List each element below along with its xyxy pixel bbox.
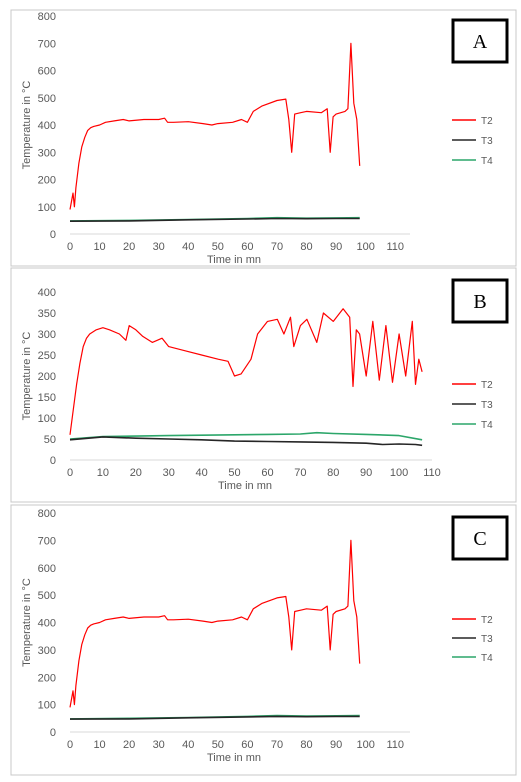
- x-tick-label: 90: [330, 739, 342, 751]
- x-tick-label: 60: [241, 241, 253, 253]
- x-tick-label: 80: [300, 739, 312, 751]
- y-tick-label: 100: [38, 700, 56, 712]
- y-tick-label: 400: [38, 120, 56, 132]
- y-tick-label: 700: [38, 38, 56, 50]
- y-axis-title: Temperature in °C: [21, 578, 33, 667]
- panel-letter-box: [451, 278, 509, 324]
- x-tick-label: 40: [182, 241, 194, 253]
- legend-label-t3: T3: [481, 400, 493, 411]
- y-tick-label: 0: [50, 455, 56, 467]
- x-tick-label: 20: [130, 467, 142, 479]
- chart-panel-c: 0 100 200 300 400 500 600 700 800 0 10 20 30 40 50 60 70…: [10, 504, 517, 776]
- panel-letter: B: [473, 291, 486, 313]
- x-tick-label: 0: [67, 739, 73, 751]
- y-tick-label: 0: [50, 229, 56, 241]
- legend-label-t4: T4: [481, 420, 493, 431]
- panel-letter: A: [473, 31, 488, 53]
- x-tick-label: 50: [212, 241, 224, 253]
- x-tick-label: 0: [67, 467, 73, 479]
- y-tick-label: 800: [38, 11, 56, 23]
- x-tick-label: 80: [327, 467, 339, 479]
- x-tick-label: 10: [93, 739, 105, 751]
- x-tick-label: 30: [153, 739, 165, 751]
- y-axis-title: Temperature in °C: [21, 81, 33, 170]
- x-tick-label: 60: [241, 739, 253, 751]
- y-tick-label: 300: [38, 645, 56, 657]
- y-tick-label: 200: [38, 672, 56, 684]
- x-tick-label: 50: [228, 467, 240, 479]
- panel-frame: [10, 504, 517, 776]
- y-tick-label: 250: [38, 350, 56, 362]
- x-axis-title: Time in mn: [218, 480, 272, 492]
- legend-label-t3: T3: [481, 136, 493, 147]
- y-tick-label: 100: [38, 202, 56, 214]
- x-tick-label: 10: [93, 241, 105, 253]
- series-line-t3: [69, 217, 360, 222]
- y-tick-label: 600: [38, 563, 56, 575]
- chart-panel-b: 0 50 100 150 200 250 300 350 400 0 10 20 30 40 50 60 70 8…: [10, 267, 517, 503]
- x-tick-label: 50: [212, 739, 224, 751]
- y-tick-label: 300: [38, 147, 56, 159]
- y-tick-label: 0: [50, 727, 56, 739]
- x-tick-label: 80: [300, 241, 312, 253]
- x-tick-label: 70: [271, 241, 283, 253]
- y-tick-label: 400: [38, 618, 56, 630]
- x-tick-label: 70: [294, 467, 306, 479]
- y-tick-label: 200: [38, 371, 56, 383]
- y-tick-label: 300: [38, 329, 56, 341]
- x-axis-title: Time in mn: [207, 752, 261, 764]
- x-tick-label: 60: [261, 467, 273, 479]
- y-tick-label: 500: [38, 93, 56, 105]
- x-tick-label: 0: [67, 241, 73, 253]
- x-tick-label: 40: [182, 739, 194, 751]
- x-tick-label: 110: [423, 467, 441, 479]
- y-axis-title: Temperature in °C: [21, 332, 33, 421]
- chart-panel-a: 0 100 200 300 400 500 600 700 800 0 10 20 30 40 50 60 70…: [10, 9, 517, 267]
- x-tick-label: 30: [153, 241, 165, 253]
- x-tick-label: 90: [330, 241, 342, 253]
- x-tick-label: 20: [123, 739, 135, 751]
- y-tick-label: 700: [38, 535, 56, 547]
- x-axis-title: Time in mn: [207, 254, 261, 266]
- legend-label-t3: T3: [481, 634, 493, 645]
- x-tick-label: 70: [271, 739, 283, 751]
- panel-letter: C: [473, 528, 486, 550]
- x-tick-label: 110: [386, 739, 404, 751]
- legend-label-t2: T2: [481, 116, 493, 127]
- y-tick-label: 50: [44, 434, 56, 446]
- legend-label-t2: T2: [481, 615, 493, 626]
- series-line-t2: [69, 42, 361, 210]
- x-tick-label: 100: [390, 467, 408, 479]
- series-line-t2: [69, 308, 423, 435]
- panel-frame: [10, 9, 517, 267]
- y-tick-label: 400: [38, 287, 56, 299]
- legend-label-t4: T4: [481, 653, 493, 664]
- x-tick-label: 10: [97, 467, 109, 479]
- y-tick-label: 200: [38, 175, 56, 187]
- series-line-t3: [69, 436, 423, 447]
- x-tick-label: 20: [123, 241, 135, 253]
- x-tick-label: 100: [356, 241, 374, 253]
- series-line-t3: [69, 715, 360, 720]
- x-tick-label: 40: [196, 467, 208, 479]
- y-tick-label: 350: [38, 308, 56, 320]
- panel-frame: [10, 267, 517, 503]
- x-tick-label: 90: [360, 467, 372, 479]
- y-tick-label: 100: [38, 413, 56, 425]
- y-tick-label: 600: [38, 66, 56, 78]
- series-line-t4: [69, 431, 423, 441]
- y-tick-label: 150: [38, 392, 56, 404]
- legend-label-t4: T4: [481, 156, 493, 167]
- x-tick-label: 30: [163, 467, 175, 479]
- panel-letter-box: [451, 18, 509, 64]
- panel-letter-box: [451, 515, 509, 561]
- x-tick-label: 100: [356, 739, 374, 751]
- y-tick-label: 500: [38, 590, 56, 602]
- series-line-t2: [69, 539, 361, 708]
- legend-label-t2: T2: [481, 380, 493, 391]
- x-tick-label: 110: [386, 241, 404, 253]
- y-tick-label: 800: [38, 508, 56, 520]
